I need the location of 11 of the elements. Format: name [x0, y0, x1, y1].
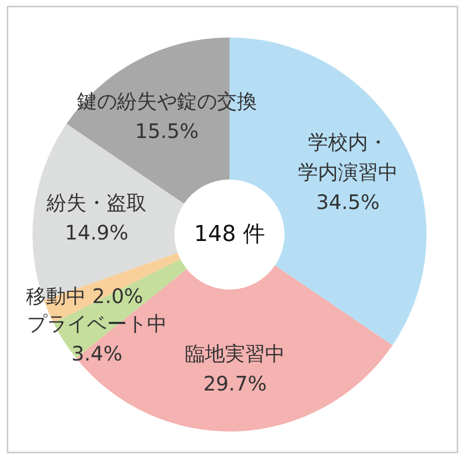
- data-label: 14.9%: [64, 220, 128, 244]
- slice-label: 臨地実習中: [184, 341, 285, 366]
- slice-label: 紛失・盗取: [46, 190, 147, 214]
- data-label: 34.5%: [316, 190, 380, 214]
- text: 148 件: [194, 222, 265, 247]
- slice-label: プライベート中: [26, 312, 167, 336]
- slice-label: 学校内・学内演習中: [298, 130, 398, 184]
- slice-label: 移動中 2.0%: [26, 284, 144, 308]
- data-label: 29.7%: [203, 371, 267, 396]
- data-label: 3.4%: [72, 342, 122, 366]
- data-label: 15.5%: [135, 119, 199, 144]
